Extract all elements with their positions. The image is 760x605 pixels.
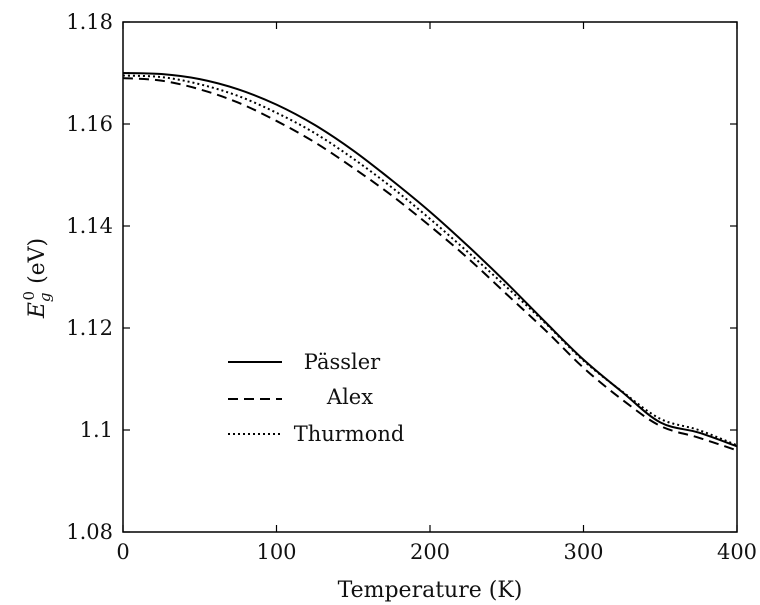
legend-label-passler: Pässler: [304, 350, 381, 374]
y-tick-label: 1.1: [80, 418, 113, 442]
series-line-dotted: [122, 74, 738, 447]
y-ticks: 1.08 1.1 1.12 1.14 1.16 1.18: [66, 10, 737, 544]
y-axis-subscript: g: [36, 292, 54, 302]
series-line-dashed: [122, 77, 738, 452]
legend: Pässler Alex Thurmond: [228, 350, 404, 446]
y-tick-label: 1.14: [66, 214, 113, 238]
y-axis-symbol: E: [25, 302, 50, 319]
x-axis-title: Temperature (K): [338, 578, 523, 603]
x-tick-label: 400: [717, 540, 757, 564]
plot-frame: [122, 21, 738, 533]
series-line-solid: [122, 72, 738, 448]
y-tick-label: 1.18: [66, 10, 113, 34]
x-tick-label: 0: [116, 540, 129, 564]
y-axis-superscript: 0: [20, 291, 38, 301]
x-tick-label: 300: [563, 540, 603, 564]
x-tick-label: 100: [256, 540, 296, 564]
x-ticks: 0 100 200 300 400: [116, 22, 757, 564]
series-group: [122, 72, 738, 452]
x-tick-label: 200: [410, 540, 450, 564]
legend-label-thurmond: Thurmond: [294, 422, 405, 446]
y-axis-unit: (eV): [25, 238, 50, 291]
y-tick-label: 1.12: [66, 316, 113, 340]
y-tick-label: 1.16: [66, 112, 113, 136]
legend-label-alex: Alex: [326, 385, 373, 409]
y-axis-title: Eg0 (eV): [20, 238, 54, 319]
y-tick-label: 1.08: [66, 520, 113, 544]
